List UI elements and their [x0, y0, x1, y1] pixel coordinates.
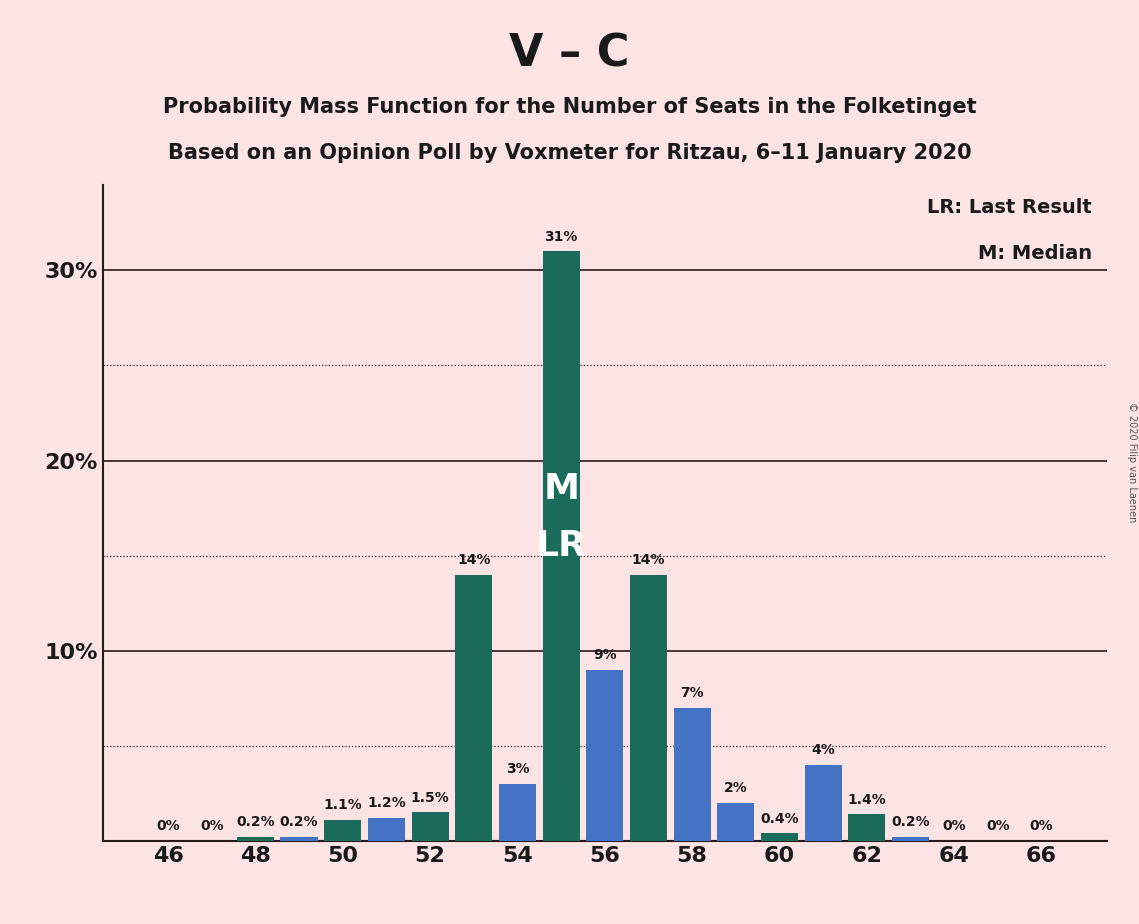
Bar	[718, 803, 754, 841]
Text: 0%: 0%	[199, 820, 223, 833]
Bar	[587, 670, 623, 841]
Text: 0.2%: 0.2%	[891, 816, 929, 830]
Bar	[849, 814, 885, 841]
Text: 14%: 14%	[457, 553, 491, 567]
Bar	[237, 837, 274, 841]
Bar	[542, 251, 580, 841]
Text: 14%: 14%	[632, 553, 665, 567]
Text: 1.2%: 1.2%	[367, 796, 405, 810]
Bar	[804, 765, 842, 841]
Text: © 2020 Filip van Laenen: © 2020 Filip van Laenen	[1126, 402, 1137, 522]
Bar	[456, 575, 492, 841]
Bar	[411, 812, 449, 841]
Text: 4%: 4%	[811, 743, 835, 757]
Bar	[499, 784, 536, 841]
Text: 0%: 0%	[986, 820, 1010, 833]
Text: LR: Last Result: LR: Last Result	[927, 198, 1092, 217]
Text: 1.5%: 1.5%	[411, 791, 450, 805]
Bar	[630, 575, 667, 841]
Text: LR: LR	[535, 529, 587, 563]
Bar	[280, 837, 318, 841]
Bar	[325, 820, 361, 841]
Text: 0%: 0%	[942, 820, 966, 833]
Text: 7%: 7%	[680, 687, 704, 700]
Text: V – C: V – C	[509, 32, 630, 76]
Text: 0%: 0%	[156, 820, 180, 833]
Text: 0.2%: 0.2%	[280, 816, 319, 830]
Bar	[761, 833, 798, 841]
Text: 3%: 3%	[506, 762, 530, 776]
Text: M: Median: M: Median	[978, 244, 1092, 262]
Text: 1.4%: 1.4%	[847, 793, 886, 807]
Text: 0.2%: 0.2%	[236, 816, 274, 830]
Text: 0.4%: 0.4%	[760, 811, 798, 826]
Bar	[673, 708, 711, 841]
Text: Based on an Opinion Poll by Voxmeter for Ritzau, 6–11 January 2020: Based on an Opinion Poll by Voxmeter for…	[167, 143, 972, 164]
Text: 1.1%: 1.1%	[323, 798, 362, 812]
Text: 2%: 2%	[724, 781, 747, 796]
Text: Probability Mass Function for the Number of Seats in the Folketinget: Probability Mass Function for the Number…	[163, 97, 976, 117]
Text: 31%: 31%	[544, 230, 577, 244]
Bar	[892, 837, 929, 841]
Text: M: M	[543, 472, 579, 506]
Bar	[368, 818, 405, 841]
Text: 0%: 0%	[1030, 820, 1054, 833]
Text: 9%: 9%	[593, 648, 616, 663]
